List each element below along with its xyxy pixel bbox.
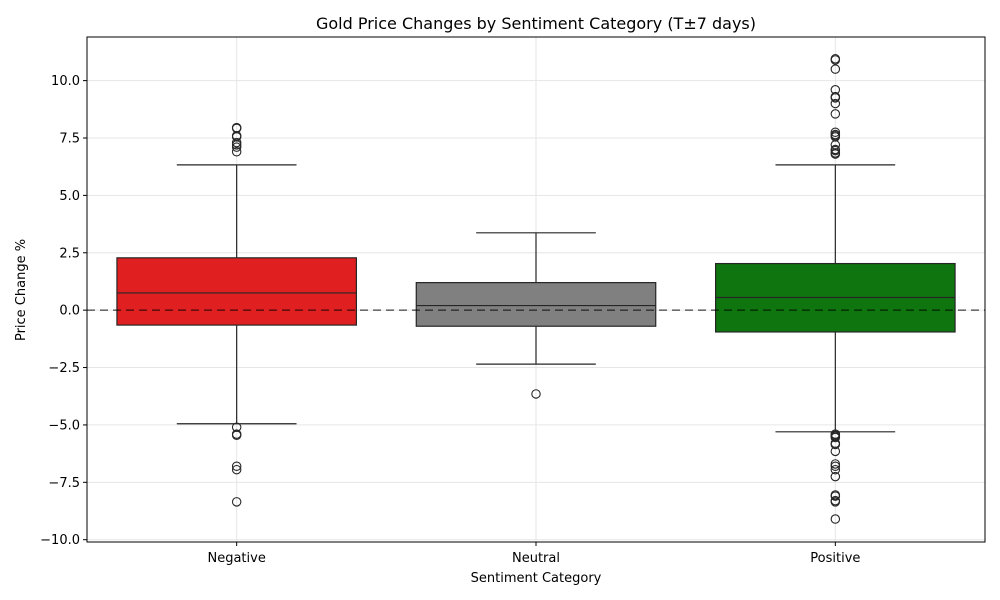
chart-title: Gold Price Changes by Sentiment Category… bbox=[316, 14, 756, 33]
outlier-point bbox=[830, 149, 841, 159]
y-tick-label: 10.0 bbox=[51, 74, 80, 89]
outlier-point bbox=[231, 142, 242, 152]
outlier-point bbox=[830, 497, 841, 507]
y-tick-label: −5.0 bbox=[48, 418, 80, 433]
axes: −10.0 −7.5 −5.0 −2.5 0.0 2.5 5.0 7.5 10.0 Negativ… bbox=[40, 36, 986, 566]
y-tick-label: −10.0 bbox=[40, 533, 80, 548]
y-tick-label: 7.5 bbox=[59, 132, 80, 147]
y-tick-label: 0.0 bbox=[59, 304, 80, 319]
y-axis-label: Price Change % bbox=[14, 239, 29, 341]
y-tick-label: 2.5 bbox=[59, 246, 80, 261]
x-axis-label: Sentiment Category bbox=[471, 571, 602, 586]
outlier-point bbox=[830, 64, 841, 74]
outlier-point bbox=[231, 147, 242, 157]
outlier-point bbox=[231, 464, 242, 475]
y-tick-label: 5.0 bbox=[59, 189, 80, 204]
iqr-box bbox=[415, 282, 657, 327]
y-tick-label: −7.5 bbox=[48, 476, 80, 491]
outlier-point bbox=[830, 98, 841, 109]
iqr-box bbox=[116, 257, 357, 326]
outlier-point bbox=[830, 439, 841, 450]
box-negative bbox=[116, 122, 357, 507]
x-tick-label-negative: Negative bbox=[207, 551, 265, 566]
outlier-point bbox=[830, 55, 841, 65]
outlier-point bbox=[830, 432, 841, 443]
outlier-point bbox=[830, 145, 841, 156]
outlier-point bbox=[231, 140, 242, 150]
box-neutral bbox=[415, 232, 657, 399]
outlier-point bbox=[231, 137, 242, 148]
y-tick-label: −2.5 bbox=[48, 361, 80, 376]
outlier-point bbox=[231, 430, 242, 441]
outlier-point bbox=[231, 461, 242, 471]
outlier-point bbox=[830, 127, 841, 138]
outlier-point bbox=[830, 471, 841, 482]
outlier-point bbox=[830, 446, 841, 457]
outlier-point bbox=[830, 514, 841, 524]
outlier-point bbox=[231, 497, 242, 507]
boxes bbox=[87, 54, 985, 524]
outlier-point bbox=[830, 93, 841, 103]
outlier-point bbox=[830, 491, 841, 501]
box-positive bbox=[714, 54, 956, 524]
outlier-point bbox=[531, 389, 541, 399]
outlier-point bbox=[830, 461, 841, 471]
outlier-point bbox=[830, 464, 841, 475]
x-tick-label-neutral: Neutral bbox=[512, 551, 560, 566]
outlier-point bbox=[830, 109, 841, 119]
outlier-point bbox=[830, 459, 841, 469]
x-tick-label-positive: Positive bbox=[810, 551, 860, 566]
